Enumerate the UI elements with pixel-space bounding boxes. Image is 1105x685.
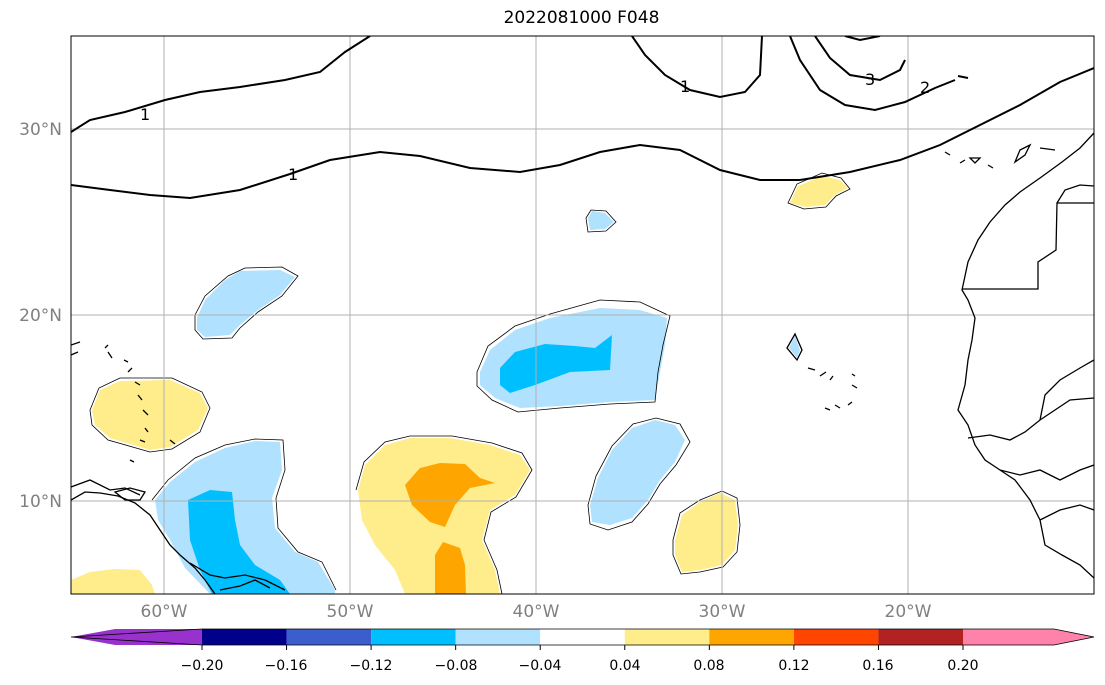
colorbar-cell-1 bbox=[202, 629, 287, 645]
outline-4 bbox=[151, 438, 337, 591]
cb-label-3: −0.12 bbox=[350, 658, 393, 674]
colorbar-cell-10 bbox=[963, 629, 1094, 645]
colorbar-cell-2 bbox=[286, 629, 372, 645]
cb-label-4: −0.08 bbox=[435, 658, 478, 674]
anomaly-negative-light-1 bbox=[197, 270, 295, 337]
contour-label-3: 3 bbox=[865, 70, 875, 89]
colorbar-cell-9 bbox=[878, 629, 963, 645]
coastlines bbox=[71, 132, 1094, 594]
outline-8 bbox=[787, 172, 851, 210]
colorbar-cell-4 bbox=[455, 629, 541, 645]
anomaly-positive-light-1 bbox=[92, 380, 208, 450]
contour-small bbox=[957, 75, 969, 79]
contour-label-1a: 1 bbox=[140, 105, 150, 124]
coastline-south-america bbox=[71, 491, 216, 594]
lat-tick-labels: 10°N 20°N 30°N bbox=[19, 120, 62, 512]
colorbar: −0.20 −0.16 −0.12 −0.08 −0.04 0.04 0.08 … bbox=[70, 628, 1095, 674]
outline-3 bbox=[587, 417, 691, 531]
outline-7 bbox=[672, 490, 741, 575]
lon-tick-20w: 20°W bbox=[885, 602, 932, 622]
plot-frame bbox=[70, 35, 1095, 595]
contour-label-1b: 1 bbox=[288, 165, 298, 184]
cb-label-9: 0.16 bbox=[862, 658, 893, 674]
lon-tick-60w: 60°W bbox=[141, 602, 188, 622]
border-liberia bbox=[1039, 504, 1094, 521]
colorbar-cell-5 bbox=[540, 629, 625, 645]
shaded-anomalies bbox=[71, 176, 848, 594]
anomaly-positive-light-5 bbox=[71, 569, 155, 594]
canary-islands bbox=[944, 143, 1056, 169]
anomaly-positive-light-4 bbox=[790, 176, 848, 207]
anomaly-negative-light-5 bbox=[588, 211, 614, 230]
cb-label-10: 0.20 bbox=[947, 658, 978, 674]
contour-lines bbox=[71, 36, 1094, 200]
lat-tick-30n: 30°N bbox=[19, 120, 62, 140]
cape-verde bbox=[807, 367, 858, 411]
coastline-venezuela bbox=[71, 479, 141, 496]
border-mali bbox=[1039, 359, 1094, 421]
colorbar-cell-8 bbox=[793, 629, 879, 645]
anomaly-negative-light-6 bbox=[789, 336, 800, 358]
border-mauritania bbox=[962, 202, 1094, 290]
lesser-antilles bbox=[107, 351, 176, 463]
coastline-amazon bbox=[219, 579, 271, 591]
contour-4 bbox=[844, 36, 881, 42]
cb-label-2: −0.16 bbox=[265, 658, 308, 674]
colorbar-cell-7 bbox=[709, 629, 794, 645]
contour-label-group: 1 1 1 3 2 bbox=[140, 70, 930, 184]
colorbar-cell-3 bbox=[371, 629, 456, 645]
cb-label-5: −0.04 bbox=[519, 658, 562, 674]
colorbar-cell-0 bbox=[71, 629, 202, 645]
colorbar-cells bbox=[70, 628, 1095, 646]
lon-tick-30w: 30°W bbox=[699, 602, 746, 622]
contour-1-east bbox=[631, 36, 763, 99]
lat-tick-20n: 20°N bbox=[19, 306, 62, 326]
contour-2 bbox=[789, 36, 956, 112]
contour-label-1c: 1 bbox=[680, 77, 690, 96]
anomaly-positive-mid-1 bbox=[405, 463, 495, 527]
cb-label-8: 0.12 bbox=[778, 658, 809, 674]
outline-1 bbox=[194, 266, 299, 340]
cb-label-7: 0.08 bbox=[693, 658, 724, 674]
anomaly-negative-deep-2 bbox=[188, 490, 290, 594]
caribbean-islands-west bbox=[71, 341, 109, 356]
lat-tick-10n: 10°N bbox=[19, 492, 62, 512]
outline-2 bbox=[476, 299, 671, 413]
cb-label-6: 0.04 bbox=[609, 658, 640, 674]
lon-tick-40w: 40°W bbox=[513, 602, 560, 622]
outline-9 bbox=[585, 209, 617, 233]
trinidad bbox=[113, 487, 147, 501]
contour-3 bbox=[814, 36, 906, 82]
colorbar-ticks bbox=[201, 645, 964, 650]
cape-verde-outline bbox=[786, 332, 803, 362]
contour-1-north bbox=[71, 36, 371, 133]
border-guyana bbox=[189, 562, 286, 591]
colorbar-tick-labels: −0.20 −0.16 −0.12 −0.08 −0.04 0.04 0.08 … bbox=[181, 658, 979, 674]
coastline-africa bbox=[957, 132, 1094, 579]
border-westsahara bbox=[1056, 184, 1094, 204]
anomaly-negative-deep-1 bbox=[500, 335, 612, 393]
contour-label-2: 2 bbox=[920, 78, 930, 97]
lon-tick-labels: 60°W 50°W 40°W 30°W 20°W bbox=[141, 602, 932, 622]
border-senegal bbox=[967, 397, 1094, 441]
lon-tick-50w: 50°W bbox=[327, 602, 374, 622]
shading-outlines bbox=[89, 172, 851, 594]
gridlines bbox=[71, 36, 1094, 594]
chart-title: 2022081000 F048 bbox=[503, 8, 660, 28]
outline-5 bbox=[89, 377, 211, 453]
contour-1-south bbox=[71, 67, 1094, 200]
border-guinea bbox=[999, 464, 1094, 481]
outline-6 bbox=[355, 435, 533, 594]
cb-label-1: −0.20 bbox=[181, 658, 224, 674]
anomaly-negative-light-3 bbox=[590, 420, 685, 525]
anomaly-positive-mid-2 bbox=[435, 542, 466, 594]
colorbar-cell-6 bbox=[624, 629, 710, 645]
